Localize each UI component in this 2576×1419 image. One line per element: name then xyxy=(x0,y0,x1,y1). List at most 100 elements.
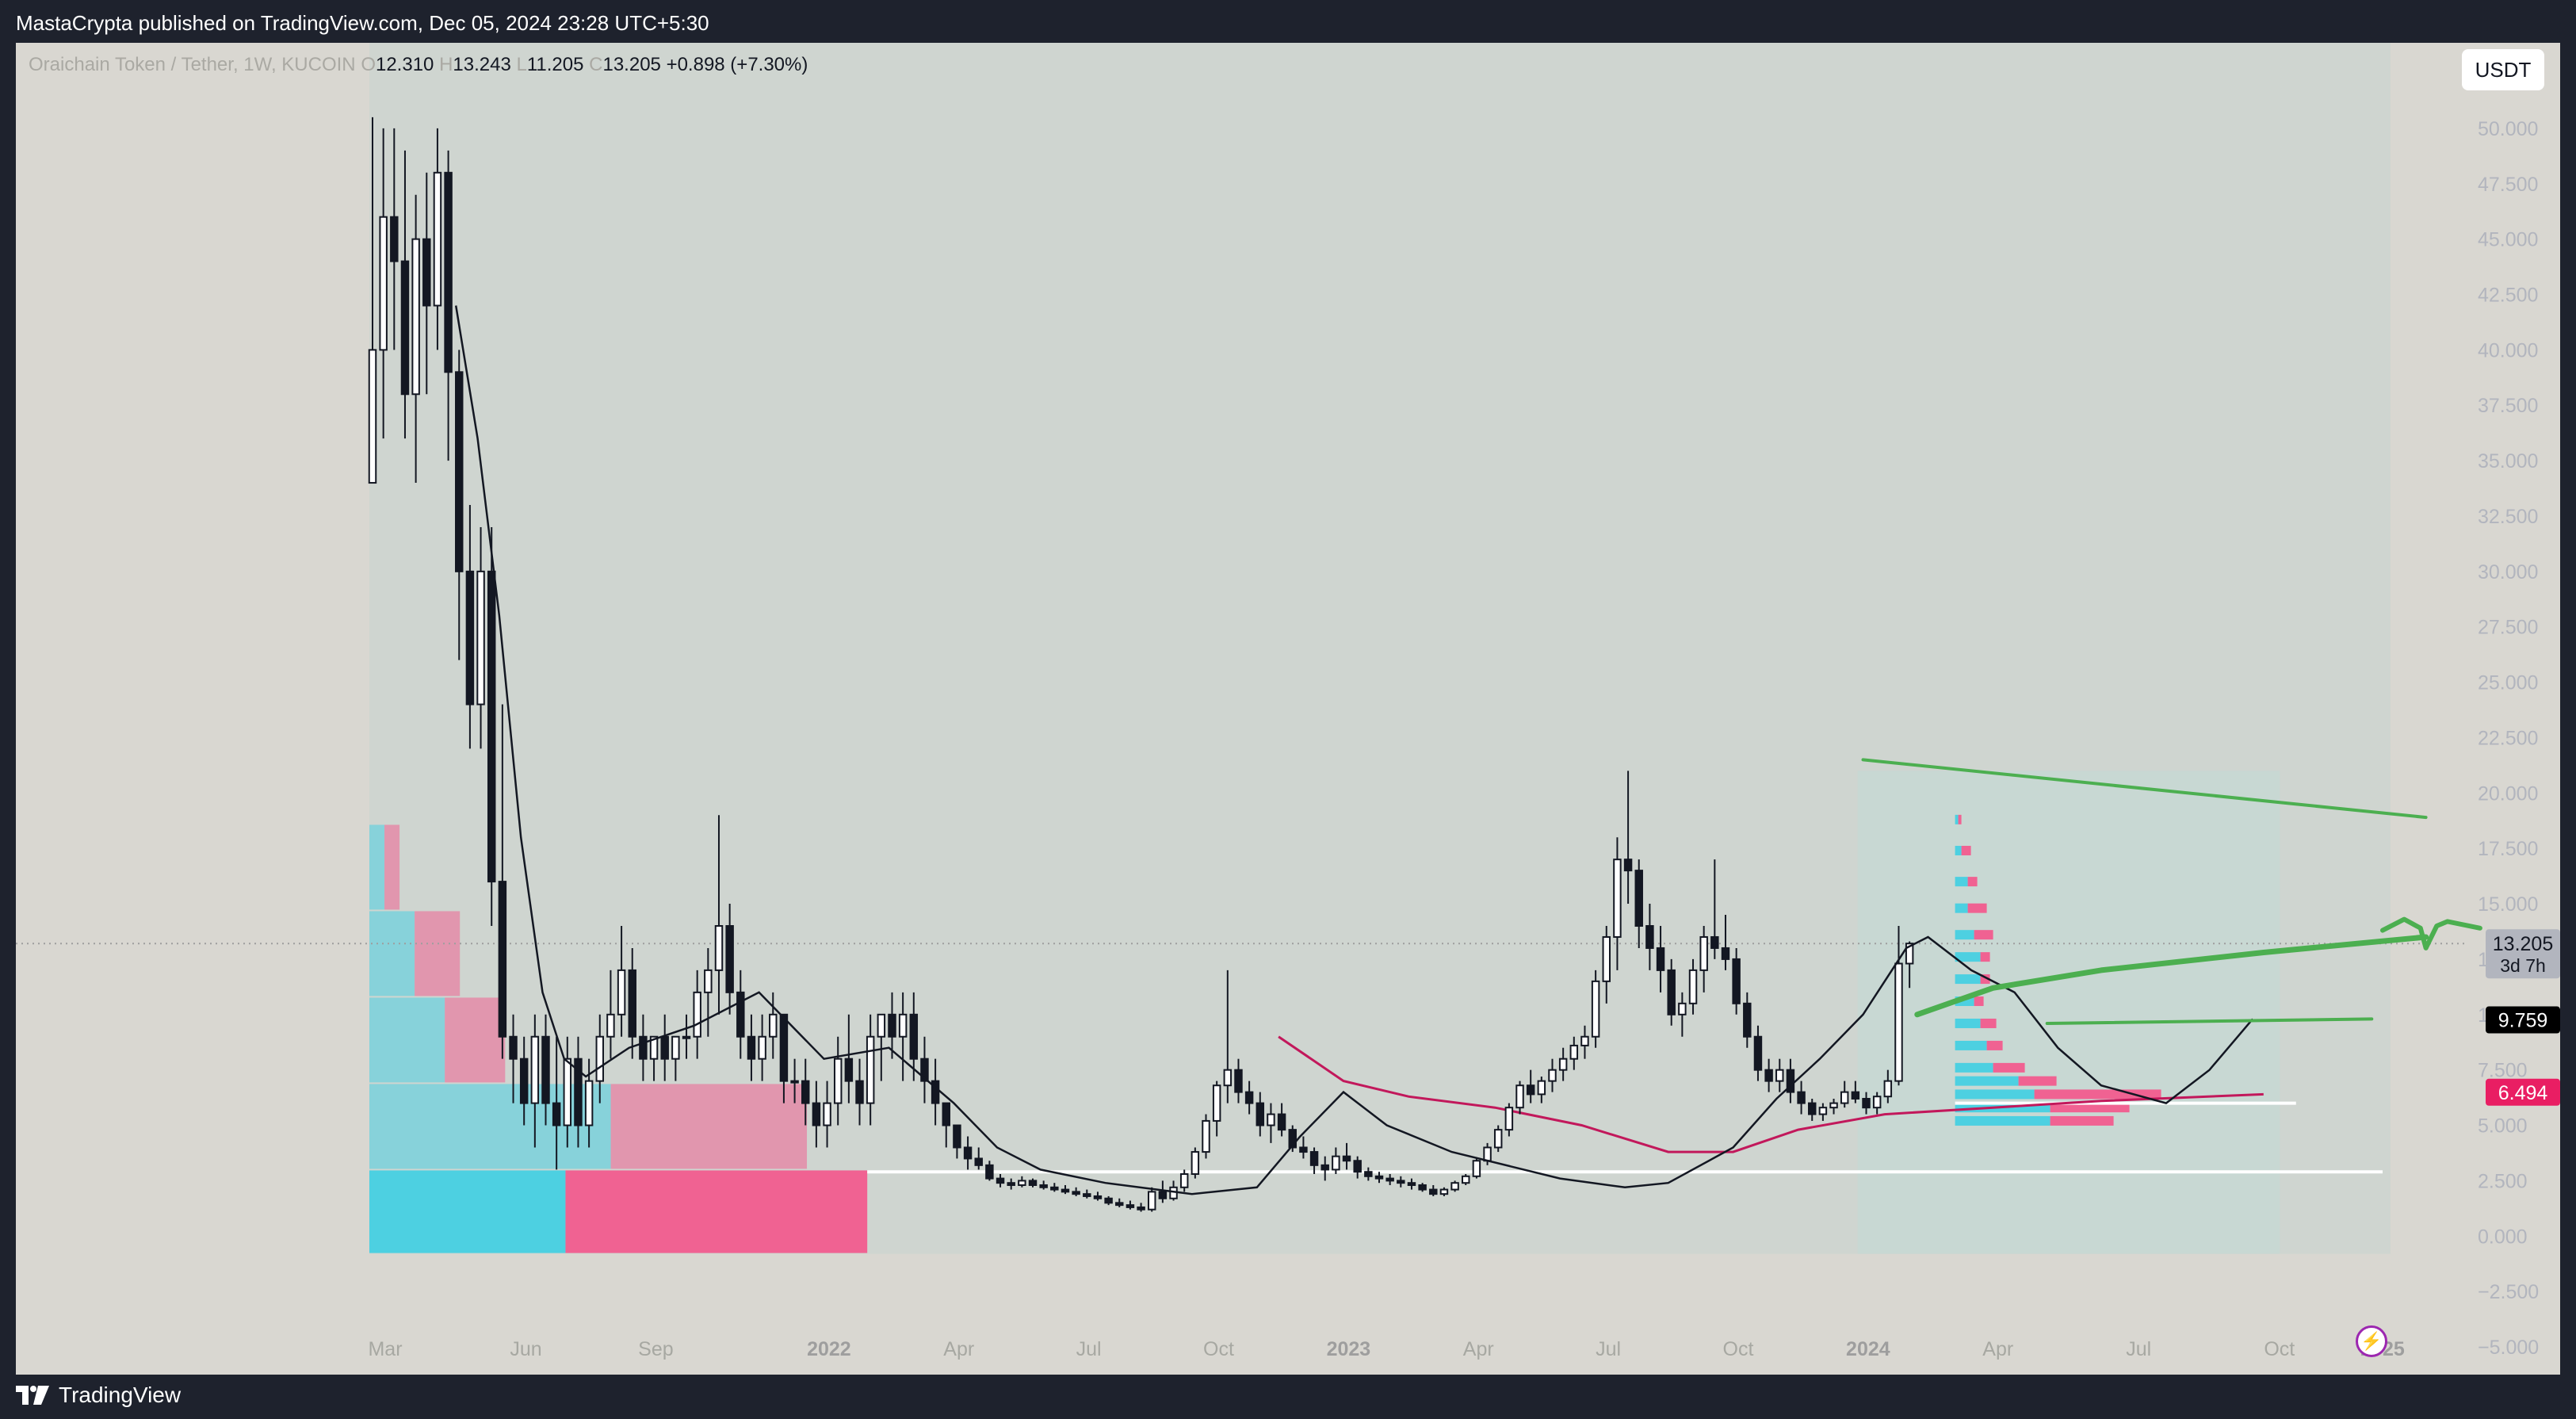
candle-body xyxy=(1634,870,1643,928)
price-axis-label: 50.000 xyxy=(2478,118,2538,140)
level-badge xyxy=(2486,1006,2560,1034)
recent-profile-down-bar xyxy=(2034,1089,2161,1100)
publish-header: MastaCrypta published on TradingView.com… xyxy=(0,0,2576,46)
candle-body xyxy=(1147,1191,1156,1211)
candle-body xyxy=(1385,1177,1394,1182)
candle-body xyxy=(1645,925,1654,949)
time-axis-label: Sep xyxy=(638,1338,673,1360)
candle-body xyxy=(552,1102,561,1126)
candle-body xyxy=(1840,1091,1849,1104)
candle-body xyxy=(1179,1173,1189,1188)
candle-body xyxy=(1613,859,1622,938)
recent-profile-down-bar xyxy=(2050,1115,2114,1126)
time-axis-label: Apr xyxy=(943,1338,974,1360)
candle-body xyxy=(1894,962,1903,1082)
price-axis-label: 15.000 xyxy=(2478,893,2538,916)
lightning-icon[interactable]: ⚡ xyxy=(2356,1325,2387,1357)
time-axis-label: Apr xyxy=(1463,1338,1494,1360)
candle-body xyxy=(1808,1102,1817,1115)
footer-bar: TradingView xyxy=(0,1375,2576,1419)
candle-body xyxy=(790,1080,799,1084)
recent-profile-down-bar xyxy=(1986,1040,2003,1050)
candle-body xyxy=(725,925,734,993)
time-axis-label: 2022 xyxy=(807,1338,851,1360)
volume-profile-up-bar xyxy=(369,997,445,1083)
price-axis-label: 0.000 xyxy=(2478,1226,2528,1248)
price-axis-label: −5.000 xyxy=(2478,1337,2539,1359)
current-price-label: 13.205 xyxy=(2493,933,2553,955)
candle-body xyxy=(909,1013,919,1060)
volume-profile-down-bar xyxy=(384,824,400,910)
current-price-badge xyxy=(2486,929,2560,979)
price-axis-label: 45.000 xyxy=(2478,229,2538,251)
recent-profile-up-bar xyxy=(1955,845,1962,855)
recent-profile-down-bar xyxy=(1958,814,1962,824)
candle-body xyxy=(1829,1102,1838,1109)
candle-body xyxy=(584,1080,594,1126)
symbol-name: Oraichain Token / Tether, 1W, KUCOIN xyxy=(29,54,356,75)
candle-body xyxy=(1623,859,1633,872)
candle-body xyxy=(455,371,464,572)
recent-profile-down-bar xyxy=(1980,952,1990,962)
candle-body xyxy=(1104,1197,1113,1204)
candle-body xyxy=(1397,1180,1405,1184)
volume-profile-up-bar xyxy=(369,911,415,996)
recent-profile-down-bar xyxy=(1974,996,1984,1007)
candle-body xyxy=(465,570,475,706)
candle-body xyxy=(1407,1182,1416,1186)
recent-profile-up-bar xyxy=(1955,1076,2019,1086)
volume-profile-down-bar xyxy=(565,1170,868,1253)
candle-body xyxy=(693,991,701,1038)
price-chart[interactable]: 50.000 47.500 45.000 42.500 40.000 37.500 35.0… xyxy=(16,43,2560,1375)
recent-profile-down-bar xyxy=(1993,1062,2025,1073)
candle-body xyxy=(1137,1206,1145,1211)
recent-profile-up-bar xyxy=(1955,877,1968,887)
tradingview-logo[interactable]: TradingView xyxy=(16,1383,181,1408)
candle-body xyxy=(1364,1171,1373,1177)
price-axis-label: 2.500 xyxy=(2478,1170,2528,1192)
candle-body xyxy=(1862,1097,1871,1109)
time-axis-label: Oct xyxy=(2264,1338,2295,1360)
candle-body xyxy=(985,1164,994,1180)
trend-line xyxy=(2045,1017,2374,1025)
candle-body xyxy=(1050,1186,1059,1191)
trend-line xyxy=(1914,934,2429,1018)
candle-body xyxy=(1515,1084,1524,1109)
candle-body xyxy=(801,1080,810,1104)
time-axis-label: Jul xyxy=(2126,1338,2151,1360)
candle-body xyxy=(1580,1035,1589,1046)
open-label: O xyxy=(361,54,376,75)
candle-body xyxy=(541,1035,550,1104)
low-label: L xyxy=(516,54,527,75)
candle-body xyxy=(1678,1002,1687,1015)
candle-body xyxy=(953,1124,961,1149)
candle-body xyxy=(963,1146,973,1160)
chart-pane[interactable]: 50.000 47.500 45.000 42.500 40.000 37.500 35.0… xyxy=(16,43,2560,1375)
price-axis-label: 40.000 xyxy=(2478,339,2538,361)
candle-body xyxy=(1656,947,1665,971)
candle-body xyxy=(433,171,442,307)
recent-profile-down-bar xyxy=(1974,930,1993,940)
candle-body xyxy=(1083,1193,1091,1197)
candle-body xyxy=(1039,1184,1048,1188)
candle-body xyxy=(1558,1058,1568,1071)
candle-body xyxy=(1753,1035,1763,1071)
candle-body xyxy=(1115,1202,1124,1207)
candle-body xyxy=(509,1035,518,1060)
candle-body xyxy=(1191,1151,1200,1176)
candle-body xyxy=(1202,1119,1210,1153)
candle-body xyxy=(574,1058,583,1126)
candle-body xyxy=(1472,1160,1481,1177)
moving-average-short-line xyxy=(454,305,2254,1195)
currency-button[interactable]: USDT xyxy=(2462,49,2544,90)
candle-body xyxy=(920,1058,929,1082)
recent-profile-down-bar xyxy=(1980,1018,1997,1028)
time-axis-label: Jul xyxy=(1076,1338,1102,1360)
time-axis-label: 2024 xyxy=(1846,1338,1890,1360)
candle-body xyxy=(855,1080,864,1104)
candle-body xyxy=(1439,1188,1449,1195)
high-value: 13.243 xyxy=(453,54,511,75)
candle-body xyxy=(498,881,507,1038)
candle-body xyxy=(1797,1091,1806,1104)
candle-body xyxy=(823,1102,831,1126)
